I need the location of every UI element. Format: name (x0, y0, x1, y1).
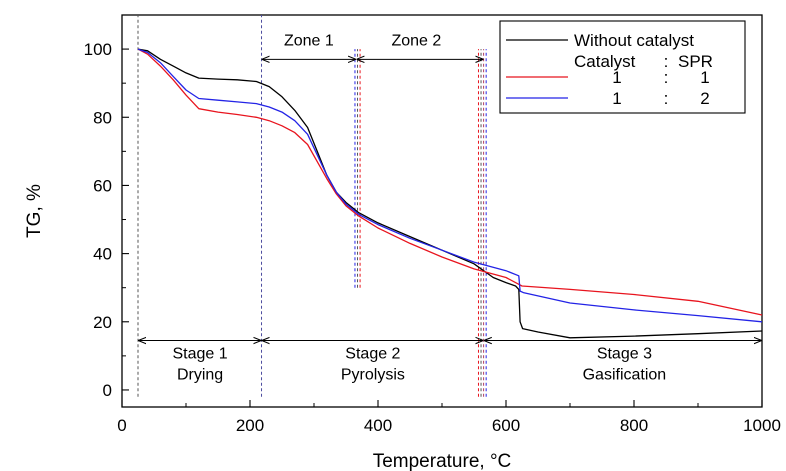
legend-header: Catalyst (574, 52, 636, 71)
x-axis-title: Temperature, °C (373, 451, 512, 471)
y-axis-title: TG, % (24, 184, 45, 238)
x-tick-label: 200 (236, 416, 264, 435)
x-tick-label: 800 (620, 416, 648, 435)
series-line (137, 48, 763, 339)
zone-label: Zone 2 (391, 33, 441, 50)
legend-header: SPR (678, 52, 713, 71)
y-tick-label: 20 (93, 313, 112, 332)
legend-label: 1 (700, 68, 709, 87)
legend-label: : (664, 68, 669, 87)
stage-label: Stage 3 (597, 345, 652, 362)
stage-description: Pyrolysis (341, 367, 405, 384)
data-series (137, 48, 763, 339)
y-tick-label: 100 (84, 40, 112, 59)
legend-label: 1 (612, 68, 621, 87)
x-tick-label: 400 (364, 416, 392, 435)
legend-header: : (664, 52, 669, 71)
series-line (137, 48, 763, 323)
x-tick-label: 0 (117, 416, 126, 435)
stage-description: Drying (177, 367, 223, 384)
y-tick-label: 40 (93, 245, 112, 264)
stage-label: Stage 1 (173, 345, 228, 362)
zone-label: Zone 1 (284, 33, 334, 50)
legend-label: 2 (700, 89, 709, 108)
legend-label: : (664, 89, 669, 108)
y-tick-label: 80 (93, 108, 112, 127)
x-tick-label: 1000 (743, 416, 781, 435)
stage-description: Gasification (583, 367, 667, 384)
legend-label: 1 (612, 89, 621, 108)
stage-boundaries (137, 15, 487, 397)
stage-label: Stage 2 (345, 345, 400, 362)
annotations: Zone 1 Zone 2 Stage 1 Drying Stage 2 Pyrolysi… (139, 33, 761, 384)
y-tick-label: 0 (103, 381, 112, 400)
axis-ticks: 0 200 400 600 800 1000 0 20 40 60 80 100 (84, 40, 781, 435)
x-tick-label: 600 (492, 416, 520, 435)
y-tick-label: 60 (93, 176, 112, 195)
legend-label: Without catalyst (574, 31, 694, 50)
